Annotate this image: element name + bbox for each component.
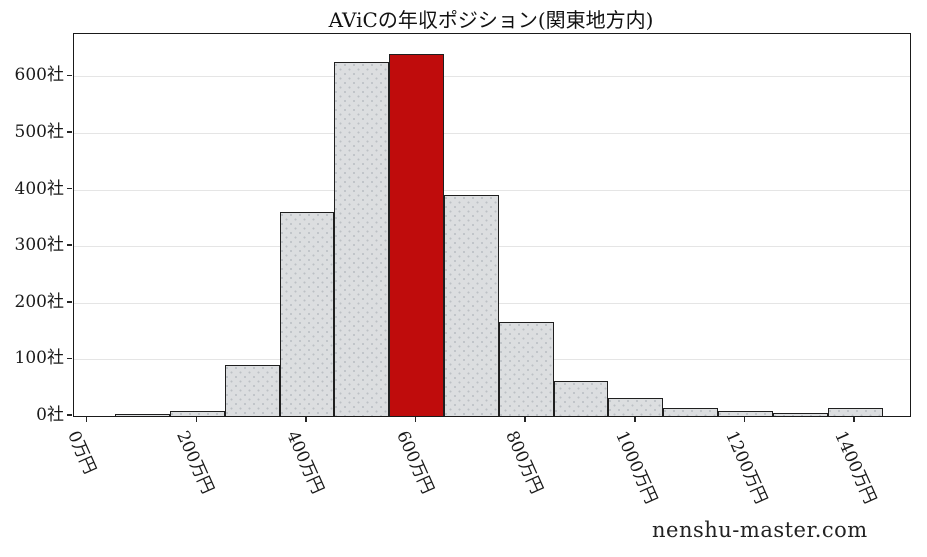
x-axis-tick xyxy=(853,416,855,422)
gridline xyxy=(74,76,910,78)
histogram-bar xyxy=(279,212,335,416)
y-axis-tick xyxy=(67,414,72,416)
gridline xyxy=(74,189,910,191)
histogram-bar xyxy=(553,381,609,416)
y-axis-tick xyxy=(67,187,72,190)
y-axis-label: 100社 xyxy=(14,348,64,369)
histogram-bar xyxy=(663,407,719,416)
histogram-bar xyxy=(444,194,499,416)
histogram-bar xyxy=(115,414,170,416)
y-axis-label: 200社 xyxy=(14,291,64,312)
x-axis-label: 0万円 xyxy=(62,428,100,478)
x-axis-tick xyxy=(85,416,88,422)
x-axis-label: 1200万円 xyxy=(720,428,771,507)
x-axis-tick xyxy=(524,416,527,422)
histogram-bar xyxy=(498,321,554,416)
x-axis-tick xyxy=(195,416,198,422)
y-axis-tick xyxy=(67,74,72,77)
histogram-bar xyxy=(169,411,225,416)
histogram-bar xyxy=(224,365,280,416)
x-axis-tick xyxy=(743,416,746,422)
gridline xyxy=(74,133,910,135)
x-axis-label: 800万円 xyxy=(501,428,547,497)
x-axis-tick xyxy=(634,416,636,422)
x-axis-label: 400万円 xyxy=(282,428,328,497)
x-axis-tick xyxy=(414,416,417,422)
y-axis-label: 300社 xyxy=(14,235,64,256)
plot-area xyxy=(73,33,911,417)
x-axis-tick xyxy=(305,416,307,422)
y-axis-label: 0社 xyxy=(36,405,64,425)
x-axis-label: 600万円 xyxy=(391,428,438,497)
y-axis-tick xyxy=(67,301,72,303)
histogram-bar xyxy=(772,413,828,416)
chart-title: AViCの年収ポジション(関東地方内) xyxy=(328,8,654,32)
histogram-bar xyxy=(718,411,773,416)
histogram-bar xyxy=(334,62,390,416)
x-axis-label: 200万円 xyxy=(172,428,218,497)
y-axis-label: 600社 xyxy=(14,65,64,86)
y-axis-tick xyxy=(67,244,72,247)
watermark: nenshu-master.com xyxy=(652,518,868,542)
histogram-bar xyxy=(827,407,883,416)
y-axis-tick xyxy=(67,357,72,360)
y-axis-tick xyxy=(67,131,72,133)
x-axis-label: 1400万円 xyxy=(830,428,881,507)
y-axis-label: 500社 xyxy=(14,122,64,143)
histogram-bar xyxy=(608,398,664,416)
y-axis-label: 400社 xyxy=(14,178,64,199)
histogram-bar-highlighted xyxy=(389,53,445,416)
x-axis-label: 1000万円 xyxy=(611,428,661,507)
